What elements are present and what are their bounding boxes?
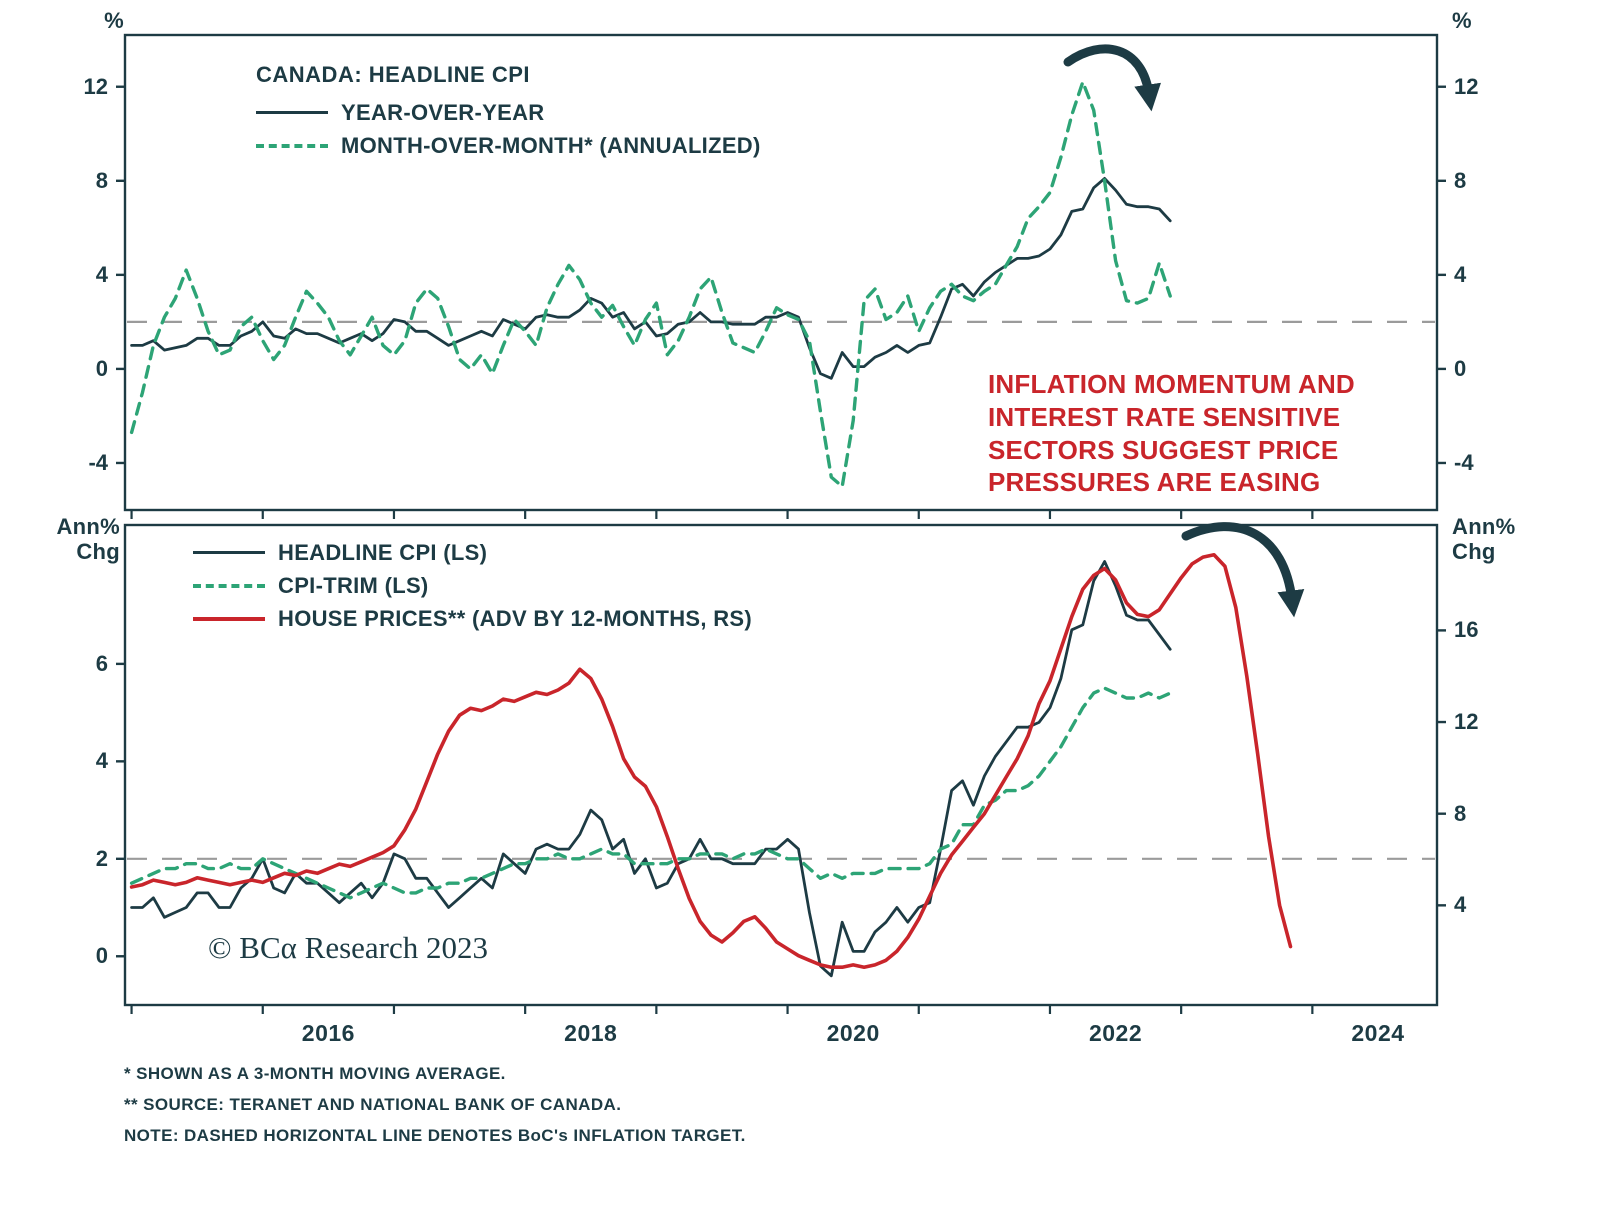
footnote-moving-average: * SHOWN AS A 3-MONTH MOVING AVERAGE. <box>124 1064 506 1083</box>
dashed-line-swatch-icon <box>193 583 265 588</box>
legend-label-headline-cpi: HEADLINE CPI (LS) <box>278 539 488 565</box>
x-axis-label: 2016 <box>301 1020 355 1046</box>
x-axis-label: 2024 <box>1351 1020 1405 1046</box>
legend-bottom: HEADLINE CPI (LS) CPI-TRIM (LS) HOUSE PR… <box>193 536 752 635</box>
y-axis-unit-top-right: % <box>1452 8 1472 33</box>
solid-line-swatch-icon <box>193 551 265 554</box>
y-axis-tick-label: 8 <box>1454 167 1467 193</box>
footnote-target-note: NOTE: DASHED HORIZONTAL LINE DENOTES BoC… <box>124 1126 746 1145</box>
y-axis-unit-bottom-right: Ann% Chg <box>1452 514 1516 565</box>
headline-cpi-line <box>130 560 1172 978</box>
y-axis-tick-label: 2 <box>95 845 108 871</box>
cpi-mom-line <box>129 80 1172 489</box>
y-axis-tick-label: 16 <box>1454 617 1479 643</box>
y-axis-tick-label: 8 <box>1454 800 1467 826</box>
x-axis-label: 2022 <box>1088 1020 1143 1046</box>
legend-label-yoy: YEAR-OVER-YEAR <box>341 99 545 125</box>
trend-arrows <box>1063 44 1305 618</box>
copyright: © BCα Research 2023 <box>208 930 488 965</box>
x-axis-label: 2020 <box>826 1020 880 1046</box>
legend-label-cpi-trim: CPI-TRIM (LS) <box>278 572 429 598</box>
y-axis-tick-label: 0 <box>95 943 108 969</box>
x-axis-label: 2018 <box>564 1020 618 1046</box>
y-axis-tick-label: -4 <box>88 449 108 475</box>
panel-border-top <box>123 33 1439 512</box>
y-axis-unit-bottom-left: Ann% Chg <box>56 514 120 565</box>
y-axis-tick-label: 8 <box>95 167 108 193</box>
legend-item-yoy: YEAR-OVER-YEAR <box>256 96 761 129</box>
y-axis-tick-label: 12 <box>1454 709 1479 735</box>
legend-item-mom: MONTH-OVER-MONTH* (ANNUALIZED) <box>256 129 761 162</box>
y-axis-tick-label: 4 <box>95 261 108 287</box>
legend-label-mom: MONTH-OVER-MONTH* (ANNUALIZED) <box>341 132 761 158</box>
y-axis-tick-label: 4 <box>1454 892 1467 918</box>
annotation-text: INFLATION MOMENTUM AND INTEREST RATE SEN… <box>988 369 1355 498</box>
legend-item-headline-cpi: HEADLINE CPI (LS) <box>193 536 752 569</box>
house-prices-line <box>129 552 1293 970</box>
red-line-swatch-icon <box>193 616 265 621</box>
downturn-arrow-bottom-icon <box>1181 522 1305 618</box>
dashed-line-swatch-icon <box>256 143 328 148</box>
footnotes: * SHOWN AS A 3-MONTH MOVING AVERAGE. ** … <box>124 1064 746 1157</box>
y-axis-tick-label: 6 <box>95 650 108 676</box>
y-axis-tick-label: 12 <box>83 73 108 99</box>
cpi-yoy-line <box>130 176 1172 380</box>
y-axis-tick-label: 4 <box>95 748 108 774</box>
y-axis-tick-label: 0 <box>95 355 108 381</box>
chart-title: CANADA: HEADLINE CPI <box>256 62 530 87</box>
y-axis-tick-label: 12 <box>1454 73 1479 99</box>
y-axis-tick-label: -4 <box>1454 449 1474 475</box>
legend-top: CANADA: HEADLINE CPI YEAR-OVER-YEAR MONT… <box>256 62 761 162</box>
y-axis-unit-top-left: % <box>104 8 124 33</box>
panel-border-bottom <box>123 523 1439 1007</box>
y-axis-tick-label: 0 <box>1454 355 1467 381</box>
downturn-arrow-top-icon <box>1063 44 1161 112</box>
legend-label-house-prices: HOUSE PRICES** (ADV BY 12-MONTHS, RS) <box>278 605 752 631</box>
solid-line-swatch-icon <box>256 111 328 114</box>
y-axis-tick-label: 4 <box>1454 261 1467 287</box>
legend-item-house-prices: HOUSE PRICES** (ADV BY 12-MONTHS, RS) <box>193 602 752 635</box>
cpi-trim-line <box>129 686 1172 900</box>
footnote-source: ** SOURCE: TERANET AND NATIONAL BANK OF … <box>124 1095 622 1114</box>
legend-item-cpi-trim: CPI-TRIM (LS) <box>193 569 752 602</box>
